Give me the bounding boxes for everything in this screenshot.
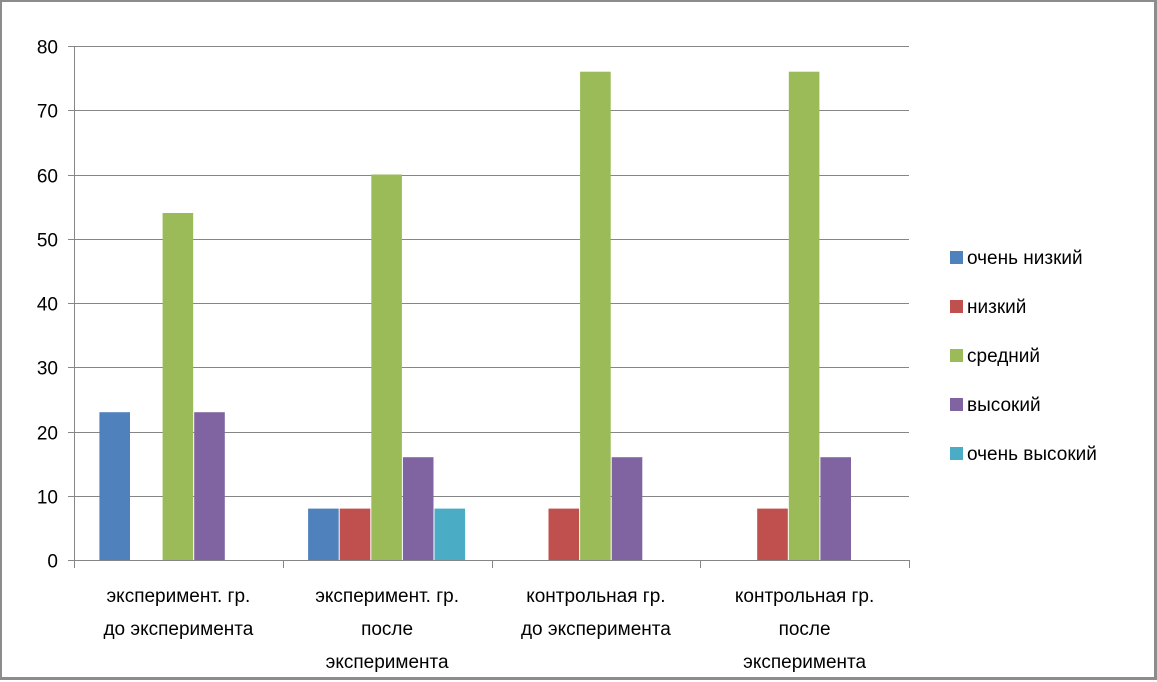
y-tick-label: 20 [37,424,58,445]
x-category-label: эксперимент. гр. после эксперимента [315,586,459,673]
legend-swatch [950,251,963,264]
legend-label: высокий [967,395,1041,416]
x-category-label-line: после [361,619,413,640]
legend-label: очень высокий [967,444,1097,465]
legend-swatch [950,447,963,460]
bar-1-1 [99,412,130,560]
legend-label: очень низкий [967,248,1083,269]
bar-4-2 [402,457,434,560]
x-category-label-line: эксперимента [743,652,866,673]
legend: очень низкий низкий средний высокий очень вы… [950,248,1097,465]
legend-label: низкий [967,297,1026,318]
legend-swatch [950,398,963,411]
x-category-label: эксперимент. гр. до эксперимента [103,586,253,640]
x-category-label-line: контрольная гр. [526,586,665,607]
bar-3-1 [162,213,194,560]
bar-4-4 [820,457,851,560]
bar-3-4 [788,71,820,560]
y-tick-label: 30 [37,359,58,380]
y-tick-label: 60 [37,167,58,188]
bar-3-3 [580,71,611,560]
x-category-label: контрольная гр. до эксперимента [521,586,671,640]
y-tick-label: 80 [37,38,58,59]
x-category-label-line: до эксперимента [521,619,671,640]
y-tick-label: 0 [47,552,58,573]
bar-3-2 [371,174,402,560]
x-category-label-line: контрольная гр. [735,586,874,607]
y-tick-label: 10 [37,488,58,509]
bar-2-2 [339,508,371,560]
legend-label: средний [967,346,1040,367]
y-tick-label: 70 [37,102,58,123]
y-tick-label: 40 [37,295,58,316]
x-category-label-line: эксперимента [326,652,449,673]
bar-5-2 [434,508,466,560]
axes [68,46,910,568]
legend-swatch [950,300,963,313]
bar-2-4 [757,508,788,560]
x-category-label-line: после [779,619,831,640]
legend-swatch [950,349,963,362]
x-category-label: контрольная гр. после эксперимента [735,586,874,673]
bar-4-3 [611,457,643,560]
bar-4-1 [194,412,225,560]
bar-1-2 [308,508,339,560]
x-category-label-line: эксперимент. гр. [315,586,459,607]
y-axis-tick-labels: 0 10 20 30 40 50 60 70 80 [37,38,58,573]
bar-2-3 [548,508,580,560]
x-axis-category-labels: эксперимент. гр. до экспериментаэкспериме… [103,586,874,673]
y-tick-label: 50 [37,231,58,252]
x-category-label-line: до эксперимента [103,619,253,640]
bars [99,71,851,560]
x-category-label-line: эксперимент. гр. [106,586,250,607]
